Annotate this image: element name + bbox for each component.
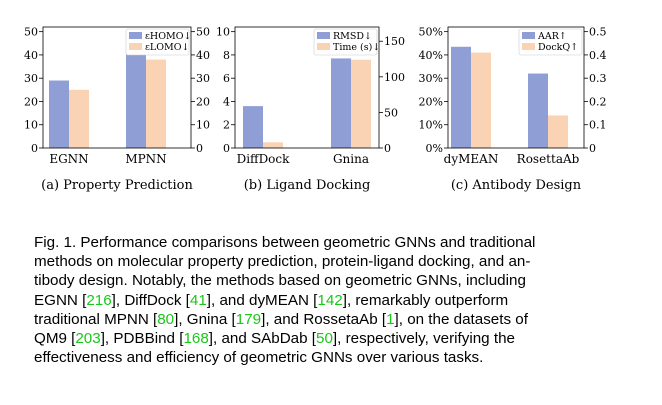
legend-swatch [129,43,142,50]
subfigure-caption: (b) Ligand Docking [244,178,371,193]
legend-label: εHOMO↓ [145,31,191,42]
y-tick-label-left: 50% [419,26,443,39]
y-tick-label-left: 50 [24,26,38,39]
axes-frame [447,26,585,149]
y-tick-label-left: 0% [426,142,443,155]
y-tick-label-right: 0.5 [589,26,607,39]
bar-rosettaab-series-2 [548,115,568,148]
y-tick-label-left: 4 [223,95,230,108]
y-tick-label-left: 40% [419,49,443,62]
caption-line-5: traditional MPNN [80], Gnina [179], and … [34,310,528,328]
bar-mpnn-series-1 [126,47,146,148]
caption-line-1: Fig. 1. Performance comparisons between … [34,234,536,251]
y-tick-label-right: 150 [384,35,405,48]
legend-swatch [522,43,535,50]
y-tick-label-right: 0.1 [589,119,607,132]
y-tick-label-left: 8 [223,49,230,62]
caption-line-2: methods on molecular property prediction… [34,253,531,271]
legend-label: Time (s)↓ [333,42,380,53]
legend-swatch [317,43,330,50]
y-tick-label-right: 100 [384,71,405,84]
reference-link[interactable]: 50 [316,330,333,348]
reference-link[interactable]: 41 [189,291,207,309]
legend-label: AAR↑ [537,31,567,42]
reference-link[interactable]: 179 [235,310,262,328]
bar-diffdock-series-1 [243,106,263,148]
reference-link[interactable]: 80 [157,310,175,328]
bar-egnn-series-2 [69,89,89,148]
legend-label: RMSD↓ [333,31,372,42]
y-tick-label-left: 40 [24,49,38,62]
reference-link[interactable]: 168 [183,330,209,348]
bar-gnina-series-2 [351,59,371,148]
legend-label: DockQ↑ [538,42,578,53]
bar-diffdock-series-2 [263,142,283,148]
legend-label: εLOMO↓ [145,42,190,53]
bar-dymean-series-2 [471,52,491,148]
x-tick-label: MPNN [125,152,166,166]
y-tick-label-left: 2 [223,119,230,132]
y-tick-label-right: 10 [196,119,210,132]
y-tick-label-left: 20 [24,95,38,108]
reference-link[interactable]: 216 [86,291,112,309]
y-tick-label-right: 0.3 [589,72,607,85]
legend-swatch [129,32,142,39]
y-tick-label-right: 0 [384,142,391,155]
y-tick-label-left: 10 [24,119,38,132]
caption-line-7: effectiveness and efficiency of geometri… [34,349,484,367]
y-tick-label-right: 0.2 [589,95,607,108]
y-tick-label-right: 0 [196,142,203,155]
caption-line-6: QM9 [203], PDBBind [168], and SAbDab [50… [34,330,515,348]
y-tick-label-left: 0 [223,142,230,155]
legend-swatch [522,32,535,39]
y-tick-label-left: 10 [216,26,230,39]
x-tick-label: DiffDock [237,152,291,166]
y-tick-label-right: 0 [589,142,596,155]
x-tick-label: Gnina [333,152,369,166]
y-tick-label-right: 30 [196,72,210,85]
y-tick-label-right: 20 [196,95,210,108]
axes-frame [234,26,380,149]
subfigure-caption: (a) Property Prediction [41,178,193,193]
bar-egnn-series-1 [49,80,69,148]
reference-link[interactable]: 142 [317,291,343,309]
y-tick-label-left: 30 [24,72,38,85]
caption-line-4: EGNN [216], DiffDock [41], and dyMEAN [1… [34,291,509,309]
y-tick-label-right: 0.4 [589,49,607,62]
reference-link[interactable]: 203 [75,330,101,348]
x-tick-label: dyMEAN [444,152,499,166]
y-tick-label-right: 50 [384,106,398,119]
y-tick-label-right: 50 [196,26,210,39]
y-tick-label-right: 40 [196,49,210,62]
x-tick-label: EGNN [49,152,88,166]
figure-caption: Fig. 1. Performance comparisons between … [34,233,624,367]
subfigure-caption: (c) Antibody Design [451,178,582,193]
y-tick-label-left: 10% [419,119,443,132]
y-tick-label-left: 20% [419,95,443,108]
caption-line-3: tibody design. Notably, the methods base… [34,272,526,290]
reference-link[interactable]: 1 [386,310,395,328]
bar-rosettaab-series-1 [528,73,548,148]
y-tick-label-left: 6 [223,72,230,85]
x-tick-label: RosettaAb [517,152,580,166]
bar-gnina-series-1 [331,58,351,148]
y-tick-label-left: 0 [31,142,38,155]
bar-dymean-series-1 [451,46,471,148]
y-tick-label-left: 30% [419,72,443,85]
axes-frame [42,26,192,149]
bar-mpnn-series-2 [146,59,166,149]
legend-swatch [317,32,330,39]
figure-charts: EGNN MPNN0102030405001020304050εHOMO↓εLOM… [24,26,607,193]
